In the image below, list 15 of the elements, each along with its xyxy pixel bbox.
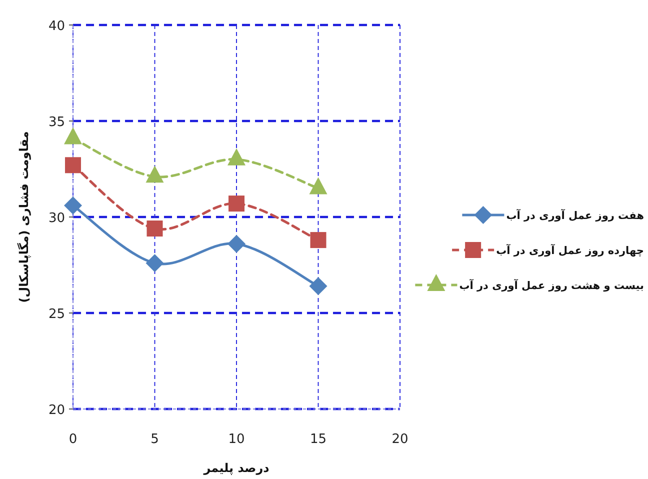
legend-label: چهارده روز عمل آوری در آب (496, 243, 644, 257)
y-tick-label: 35 (48, 115, 65, 130)
y-tick-label: 40 (48, 19, 65, 34)
x-tick-label: 5 (150, 432, 159, 447)
y-tick-label: 25 (48, 307, 65, 322)
x-axis-title: درصد پلیمر (202, 461, 270, 475)
legend-label: بیست و هشت روز عمل آوری در آب (459, 278, 644, 292)
y-tick-label: 20 (48, 403, 65, 418)
x-tick-label: 20 (392, 432, 408, 447)
legend-label: هفت روز عمل آوری در آب (506, 208, 644, 222)
y-axis-title: مقاومت فشاری (مگاپاسکال) (17, 131, 31, 303)
y-tick-label: 30 (48, 211, 65, 226)
x-tick-label: 0 (68, 432, 78, 447)
x-tick-label: 15 (310, 432, 327, 447)
x-tick-label: 10 (228, 432, 245, 447)
